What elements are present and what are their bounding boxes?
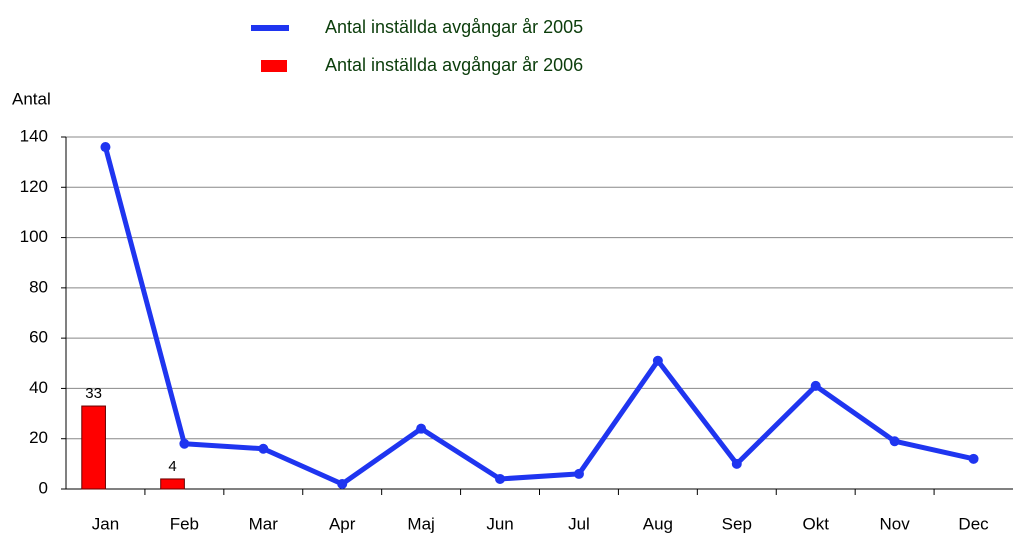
point	[810, 380, 821, 391]
y-tick-label: 140	[20, 126, 48, 145]
y-tick-label: 60	[29, 328, 48, 347]
x-tick-label: Maj	[407, 514, 434, 533]
point	[416, 423, 427, 434]
line	[103, 146, 975, 487]
data-label: 4	[168, 458, 176, 475]
y-tick-label: 0	[39, 478, 48, 497]
x-tick-label: Jul	[568, 514, 590, 533]
bar	[160, 478, 185, 490]
x-tick-label: Jun	[486, 514, 513, 533]
point	[573, 468, 584, 479]
x-tick-label: Apr	[329, 514, 356, 533]
point	[337, 478, 348, 489]
point	[495, 473, 506, 484]
point	[731, 458, 742, 469]
x-tick-label: Sep	[722, 514, 752, 533]
x-tick-label: Dec	[958, 514, 989, 533]
x-tick-label: Nov	[880, 514, 911, 533]
bar	[81, 405, 106, 490]
point	[258, 443, 269, 454]
point	[889, 436, 900, 447]
legend-label: Antal inställda avgångar år 2005	[325, 17, 583, 37]
y-tick-label: 40	[29, 378, 48, 397]
point	[100, 142, 111, 153]
y-tick-label: 100	[20, 227, 48, 246]
y-tick-label: 120	[20, 177, 48, 196]
data-label: 33	[85, 385, 102, 402]
point	[968, 453, 979, 464]
point	[179, 438, 190, 449]
x-tick-label: Jan	[92, 514, 119, 533]
legend-swatch	[261, 60, 287, 72]
y-tick-label: 20	[29, 428, 48, 447]
y-axis-label: Antal	[12, 89, 51, 108]
x-tick-label: Feb	[170, 514, 199, 533]
point	[652, 355, 663, 366]
x-tick-label: Aug	[643, 514, 673, 533]
x-tick-label: Mar	[249, 514, 279, 533]
legend-label: Antal inställda avgångar år 2006	[325, 55, 583, 75]
y-tick-label: 80	[29, 277, 48, 296]
x-tick-label: Okt	[802, 514, 829, 533]
